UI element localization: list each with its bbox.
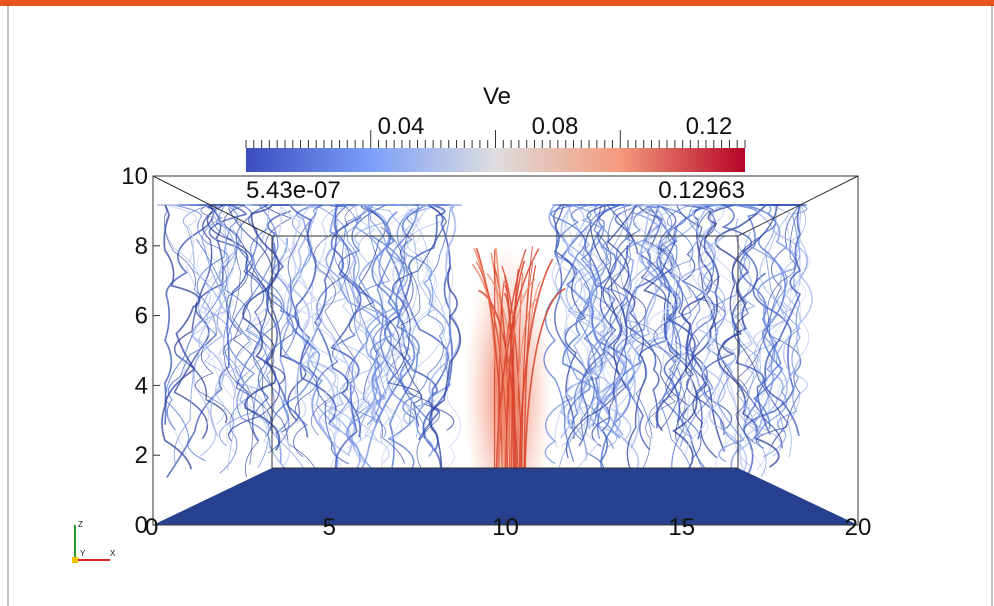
z-tick-label: 2: [135, 442, 148, 469]
triad-label: Z: [78, 520, 83, 529]
colorbar: [246, 148, 745, 172]
orientation-axes: Z Y X: [72, 520, 116, 563]
z-tick-label: 8: [135, 233, 148, 260]
x-tick-label: 15: [668, 514, 695, 541]
streamline: [759, 205, 800, 436]
colorbar-ticks: [246, 130, 745, 148]
triad-label: X: [110, 549, 116, 558]
z-tick-label: 4: [135, 372, 148, 399]
colorbar-tick-label: 0.12: [686, 113, 733, 140]
z-tick-label: 10: [121, 163, 148, 190]
x-tick-label: 20: [845, 514, 872, 541]
colorbar-max-label: 0.12963: [658, 177, 745, 204]
colorbar-tick-label: 0.04: [378, 113, 425, 140]
triad-label: Y: [80, 549, 86, 558]
x-tick-label: 0: [145, 514, 158, 541]
page: {"colorbar": {"title": "Ve", "ticks": ["…: [0, 0, 994, 606]
colorbar-min-label: 5.43e-07: [246, 177, 341, 204]
x-tick-label: 5: [323, 514, 336, 541]
colorbar-tick-label: 0.08: [532, 113, 579, 140]
render-view: Ve 0.04 0.08 0.12 5.43e-07 0.12963 10 8 6 4…: [0, 0, 994, 606]
x-tick-label: 10: [492, 514, 519, 541]
z-tick-label: 6: [135, 303, 148, 330]
z-axis: 10 8 6 4 2 0: [121, 163, 160, 539]
colorbar-title: Ve: [483, 83, 511, 110]
